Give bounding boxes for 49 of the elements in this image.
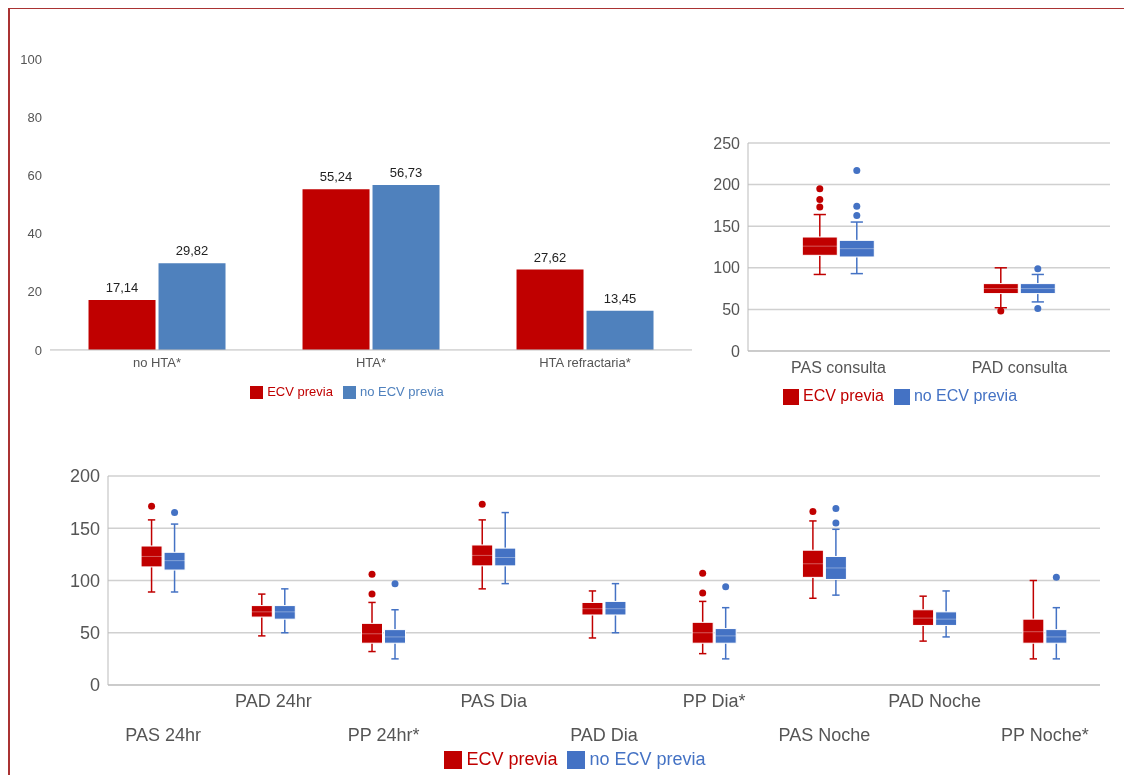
legend-label: no ECV previa [359,383,444,399]
y-tick-label: 250 [713,134,741,152]
y-tick-label: 100 [713,259,741,277]
bar [586,310,654,350]
x-tick-label: PAS 24hr [125,725,201,745]
data-label: 56,73 [389,164,423,180]
x-tick-label: no HTA* [132,355,182,371]
data-label: 55,24 [319,169,353,185]
x-tick-label: PAD consulta [971,359,1068,376]
legend-label: no ECV previa [589,749,706,769]
y-tick-label: 50 [722,301,741,319]
x-tick-label: PAD 24hr [234,691,312,711]
y-tick-label: 0 [731,342,741,360]
x-tick-label: PAD Noche [888,691,982,711]
legend-label: no ECV previa [913,387,1018,404]
legend-label: ECV previa [466,749,558,769]
y-tick-label: 150 [713,217,741,235]
x-tick-label: HTA refractaria* [539,355,631,371]
y-tick-label: 0 [34,342,42,358]
data-label: 13,45 [603,290,637,306]
bar [372,184,440,350]
y-tick-label: 100 [69,570,100,591]
data-label: 27,62 [533,249,567,265]
x-tick-label: PAS Noche [778,725,871,745]
bar [88,300,156,350]
bar [302,189,370,350]
y-tick-label: 200 [713,176,741,194]
y-tick-label: 200 [69,466,100,487]
y-tick-label: 20 [27,284,42,300]
y-tick-label: 0 [89,675,100,696]
bar [158,263,226,350]
x-tick-label: HTA* [355,355,387,371]
data-label: 17,14 [105,280,139,296]
y-tick-label: 80 [27,109,42,125]
y-tick-label: 150 [69,518,100,539]
y-tick-label: 50 [79,623,100,644]
x-tick-label: PAD Dia [570,725,639,745]
legend-label: ECV previa [267,383,333,399]
x-tick-label: PP Noche* [1001,725,1089,745]
x-tick-label: PAS Dia [460,691,529,711]
data-label: 29,82 [175,243,209,259]
x-tick-label: PP Dia* [682,691,746,711]
y-tick-label: 100 [20,51,42,67]
legend-label: ECV previa [802,387,884,404]
bar [516,269,584,350]
y-tick-label: 60 [27,167,42,183]
x-tick-label: PAS consulta [791,359,887,376]
y-tick-label: 40 [27,226,42,242]
x-tick-label: PP 24hr* [347,725,420,745]
